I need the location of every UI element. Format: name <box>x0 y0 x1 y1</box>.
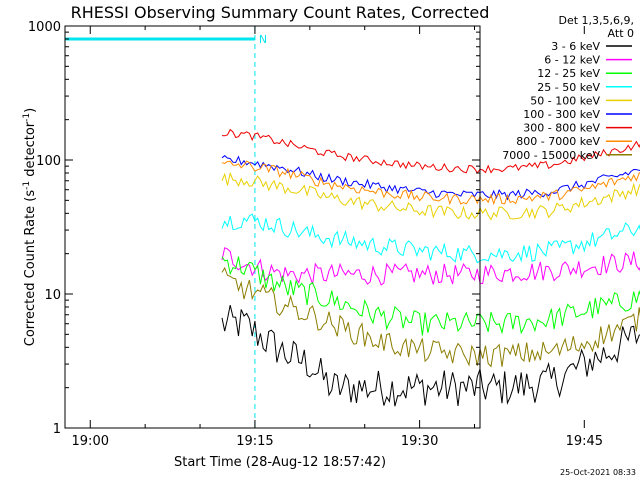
legend-label-4: 50 - 100 keV <box>530 94 600 107</box>
legend-header-line-1: Det 1,3,5,6,9, <box>558 14 634 27</box>
legend-label-1: 6 - 12 keV <box>544 54 600 67</box>
series-line-1 <box>221 247 640 286</box>
legend-label-7: 800 - 7000 keV <box>516 135 600 148</box>
y-tick-label-1: 10 <box>44 288 61 303</box>
x-tick-label-3: 19:45 <box>566 434 603 449</box>
flag-label-0: N <box>259 33 267 46</box>
x-axis-label: Start Time (28-Aug-12 18:57:42) <box>174 455 386 470</box>
series-line-4 <box>221 171 640 221</box>
footer-date: 25-Oct-2021 08:33 <box>560 468 636 477</box>
y-axis-label-mid: detector <box>23 121 38 181</box>
series-line-6 <box>221 128 640 174</box>
series-line-7 <box>221 160 640 206</box>
y-tick-label-2: 100 <box>36 154 61 169</box>
legend-label-6: 300 - 800 keV <box>523 122 600 135</box>
y-axis-label-sup2: -1 <box>22 113 32 122</box>
plot-frame <box>64 25 481 429</box>
legend-label-3: 25 - 50 keV <box>537 81 600 94</box>
y-axis-label-main: Corrected Count Rate (s <box>23 190 38 347</box>
y-tick-label-0: 1 <box>53 422 61 437</box>
y-axis-label: Corrected Count Rate (s-1 detector-1) <box>22 108 38 346</box>
plot-area: NF <box>64 26 640 428</box>
y-axis: 1 10 100 1000 <box>28 20 480 437</box>
legend-label-5: 100 - 300 keV <box>523 108 600 121</box>
y-axis-label-end: ) <box>23 108 38 113</box>
x-tick-label-0: 19:00 <box>72 434 109 449</box>
legend-label-8: 7000 - 15000 keV <box>502 149 600 162</box>
y-tick-label-3: 1000 <box>28 20 61 35</box>
chart-title: RHESSI Observing Summary Count Rates, Co… <box>71 3 490 22</box>
series-line-8 <box>221 266 640 368</box>
series-line-0 <box>221 304 640 407</box>
x-tick-label-1: 19:15 <box>236 434 273 449</box>
legend-label-0: 3 - 6 keV <box>551 40 600 53</box>
legend-header-line-2: Att 0 <box>608 27 634 40</box>
series-line-3 <box>221 213 640 264</box>
legend-label-2: 12 - 25 keV <box>537 67 600 80</box>
x-tick-label-2: 19:30 <box>401 434 438 449</box>
y-axis-label-sup1: -1 <box>22 181 32 190</box>
series-line-2 <box>221 256 640 336</box>
